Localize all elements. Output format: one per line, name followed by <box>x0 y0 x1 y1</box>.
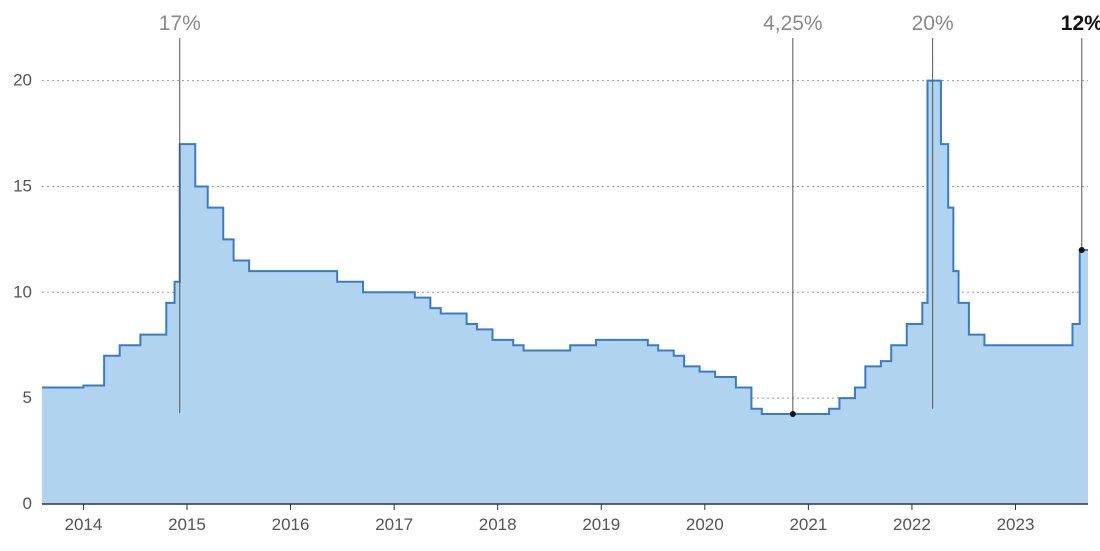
x-tick-label: 2023 <box>997 515 1035 534</box>
x-tick-label: 2019 <box>582 515 620 534</box>
x-tick-label: 2014 <box>65 515 103 534</box>
y-tick-label: 15 <box>13 176 32 195</box>
annotation-label: 17% <box>159 12 201 35</box>
x-tick-label: 2017 <box>375 515 413 534</box>
y-tick-label: 20 <box>13 71 32 90</box>
annotation-label: 20% <box>912 12 954 35</box>
x-tick-label: 2018 <box>479 515 517 534</box>
y-tick-label: 5 <box>23 388 32 407</box>
interest-rate-area-chart: 0 5 10 15 20 2014 2015 2016 2017 2018 2019 2020 2021… <box>0 0 1100 551</box>
x-tick-label: 2020 <box>686 515 724 534</box>
y-tick-label: 0 <box>23 494 32 513</box>
annotation-label: 4,25% <box>763 12 823 35</box>
x-tick-label: 2015 <box>168 515 206 534</box>
x-tick-label: 2021 <box>789 515 827 534</box>
annotation-label: 12% <box>1061 12 1100 35</box>
x-tick-label: 2022 <box>893 515 931 534</box>
y-tick-label: 10 <box>13 282 32 301</box>
x-tick-label: 2016 <box>272 515 310 534</box>
